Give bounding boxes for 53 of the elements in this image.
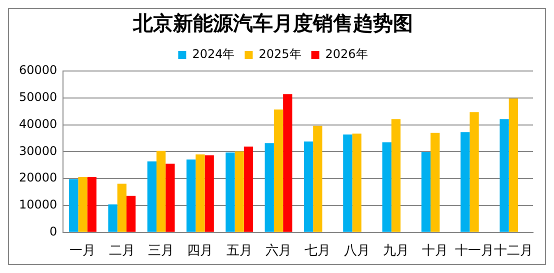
bar	[283, 94, 292, 232]
bar	[391, 119, 401, 232]
legend-label: 2026年	[325, 47, 368, 62]
y-tick-label: 10000	[18, 198, 58, 212]
bar	[147, 161, 156, 232]
y-tick-label: 0	[50, 224, 58, 239]
y-tick-label: 60000	[18, 63, 58, 78]
bar	[304, 141, 314, 232]
y-tick-label: 30000	[18, 144, 58, 158]
x-tick-label: 五月	[226, 244, 252, 259]
bar	[382, 142, 392, 232]
x-tick-label: 十月	[422, 244, 448, 259]
bar	[87, 176, 96, 232]
y-tick-label: 20000	[18, 170, 58, 185]
bar	[69, 179, 78, 232]
bar	[460, 132, 470, 232]
x-tick-label: 十二月	[494, 244, 533, 259]
bar	[508, 98, 518, 232]
bar	[126, 196, 136, 232]
x-tick-label: 三月	[148, 244, 174, 259]
bar	[166, 164, 175, 232]
bar	[78, 176, 88, 232]
x-tick-label: 九月	[382, 244, 409, 259]
bar	[196, 154, 205, 232]
bar	[500, 119, 509, 232]
x-tick-label: 八月	[344, 244, 370, 259]
bar	[244, 146, 254, 232]
y-tick-label: 40000	[18, 116, 58, 131]
x-tick-label: 七月	[304, 244, 331, 259]
bar	[234, 151, 244, 232]
bar	[421, 152, 431, 232]
x-tick-label: 四月	[187, 244, 214, 259]
bar	[117, 184, 126, 232]
legend-label: 2025年	[258, 47, 302, 62]
x-tick-label: 一月	[70, 244, 96, 259]
bar	[186, 160, 196, 232]
bar	[470, 112, 479, 232]
bar	[204, 155, 214, 232]
bar	[343, 134, 352, 232]
bar	[274, 109, 284, 232]
bar	[313, 126, 322, 232]
bar	[226, 152, 235, 232]
chart-title: 北京新能源汽车月度销售趋势图	[132, 11, 413, 36]
bar	[108, 204, 118, 232]
bar	[352, 134, 362, 232]
bar	[156, 150, 166, 232]
x-tick-label: 二月	[108, 244, 135, 259]
y-tick-label: 50000	[18, 90, 58, 104]
x-tick-label: 十一月	[454, 244, 494, 259]
legend-label: 2024年	[192, 47, 235, 62]
x-tick-label: 六月	[266, 244, 292, 259]
bar	[264, 143, 274, 232]
bar	[430, 132, 440, 232]
